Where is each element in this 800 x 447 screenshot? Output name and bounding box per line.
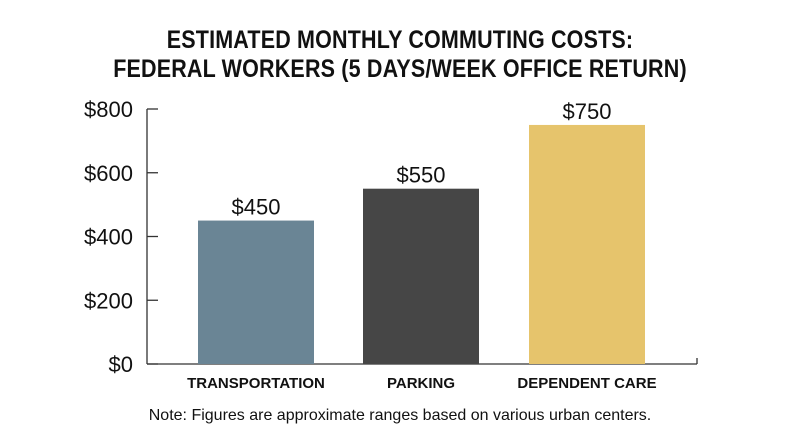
- chart-labels: $450 TRANSPORTATION $550 PARKING $750 DEPENDE…: [187, 99, 656, 392]
- y-tick-label: $600: [84, 161, 133, 186]
- chart-title-line-1: ESTIMATED MONTHLY COMMUTING COSTS:: [166, 26, 634, 54]
- y-tick-label: $800: [84, 97, 133, 122]
- bar-parking: [363, 188, 479, 364]
- x-category-label: PARKING: [387, 375, 455, 392]
- chart-bars: [198, 124, 645, 364]
- data-label: $450: [232, 195, 281, 220]
- data-label: $550: [397, 163, 446, 188]
- chart-title-line-2: FEDERAL WORKERS (5 DAYS/WEEK OFFICE RETU…: [113, 55, 687, 83]
- y-tick-label: $0: [109, 352, 133, 377]
- x-category-label: TRANSPORTATION: [187, 375, 325, 392]
- chart-axes: $0 $200 $400 $600 $800: [84, 97, 698, 377]
- chart-footnote: Note: Figures are approximate ranges bas…: [148, 407, 652, 424]
- bar-transportation: [198, 220, 314, 364]
- y-tick-label: $200: [84, 288, 133, 313]
- data-label: $750: [563, 99, 612, 124]
- x-category-label: DEPENDENT CARE: [517, 375, 656, 392]
- y-tick-label: $400: [84, 225, 133, 250]
- bar-dependent-care: [529, 124, 645, 364]
